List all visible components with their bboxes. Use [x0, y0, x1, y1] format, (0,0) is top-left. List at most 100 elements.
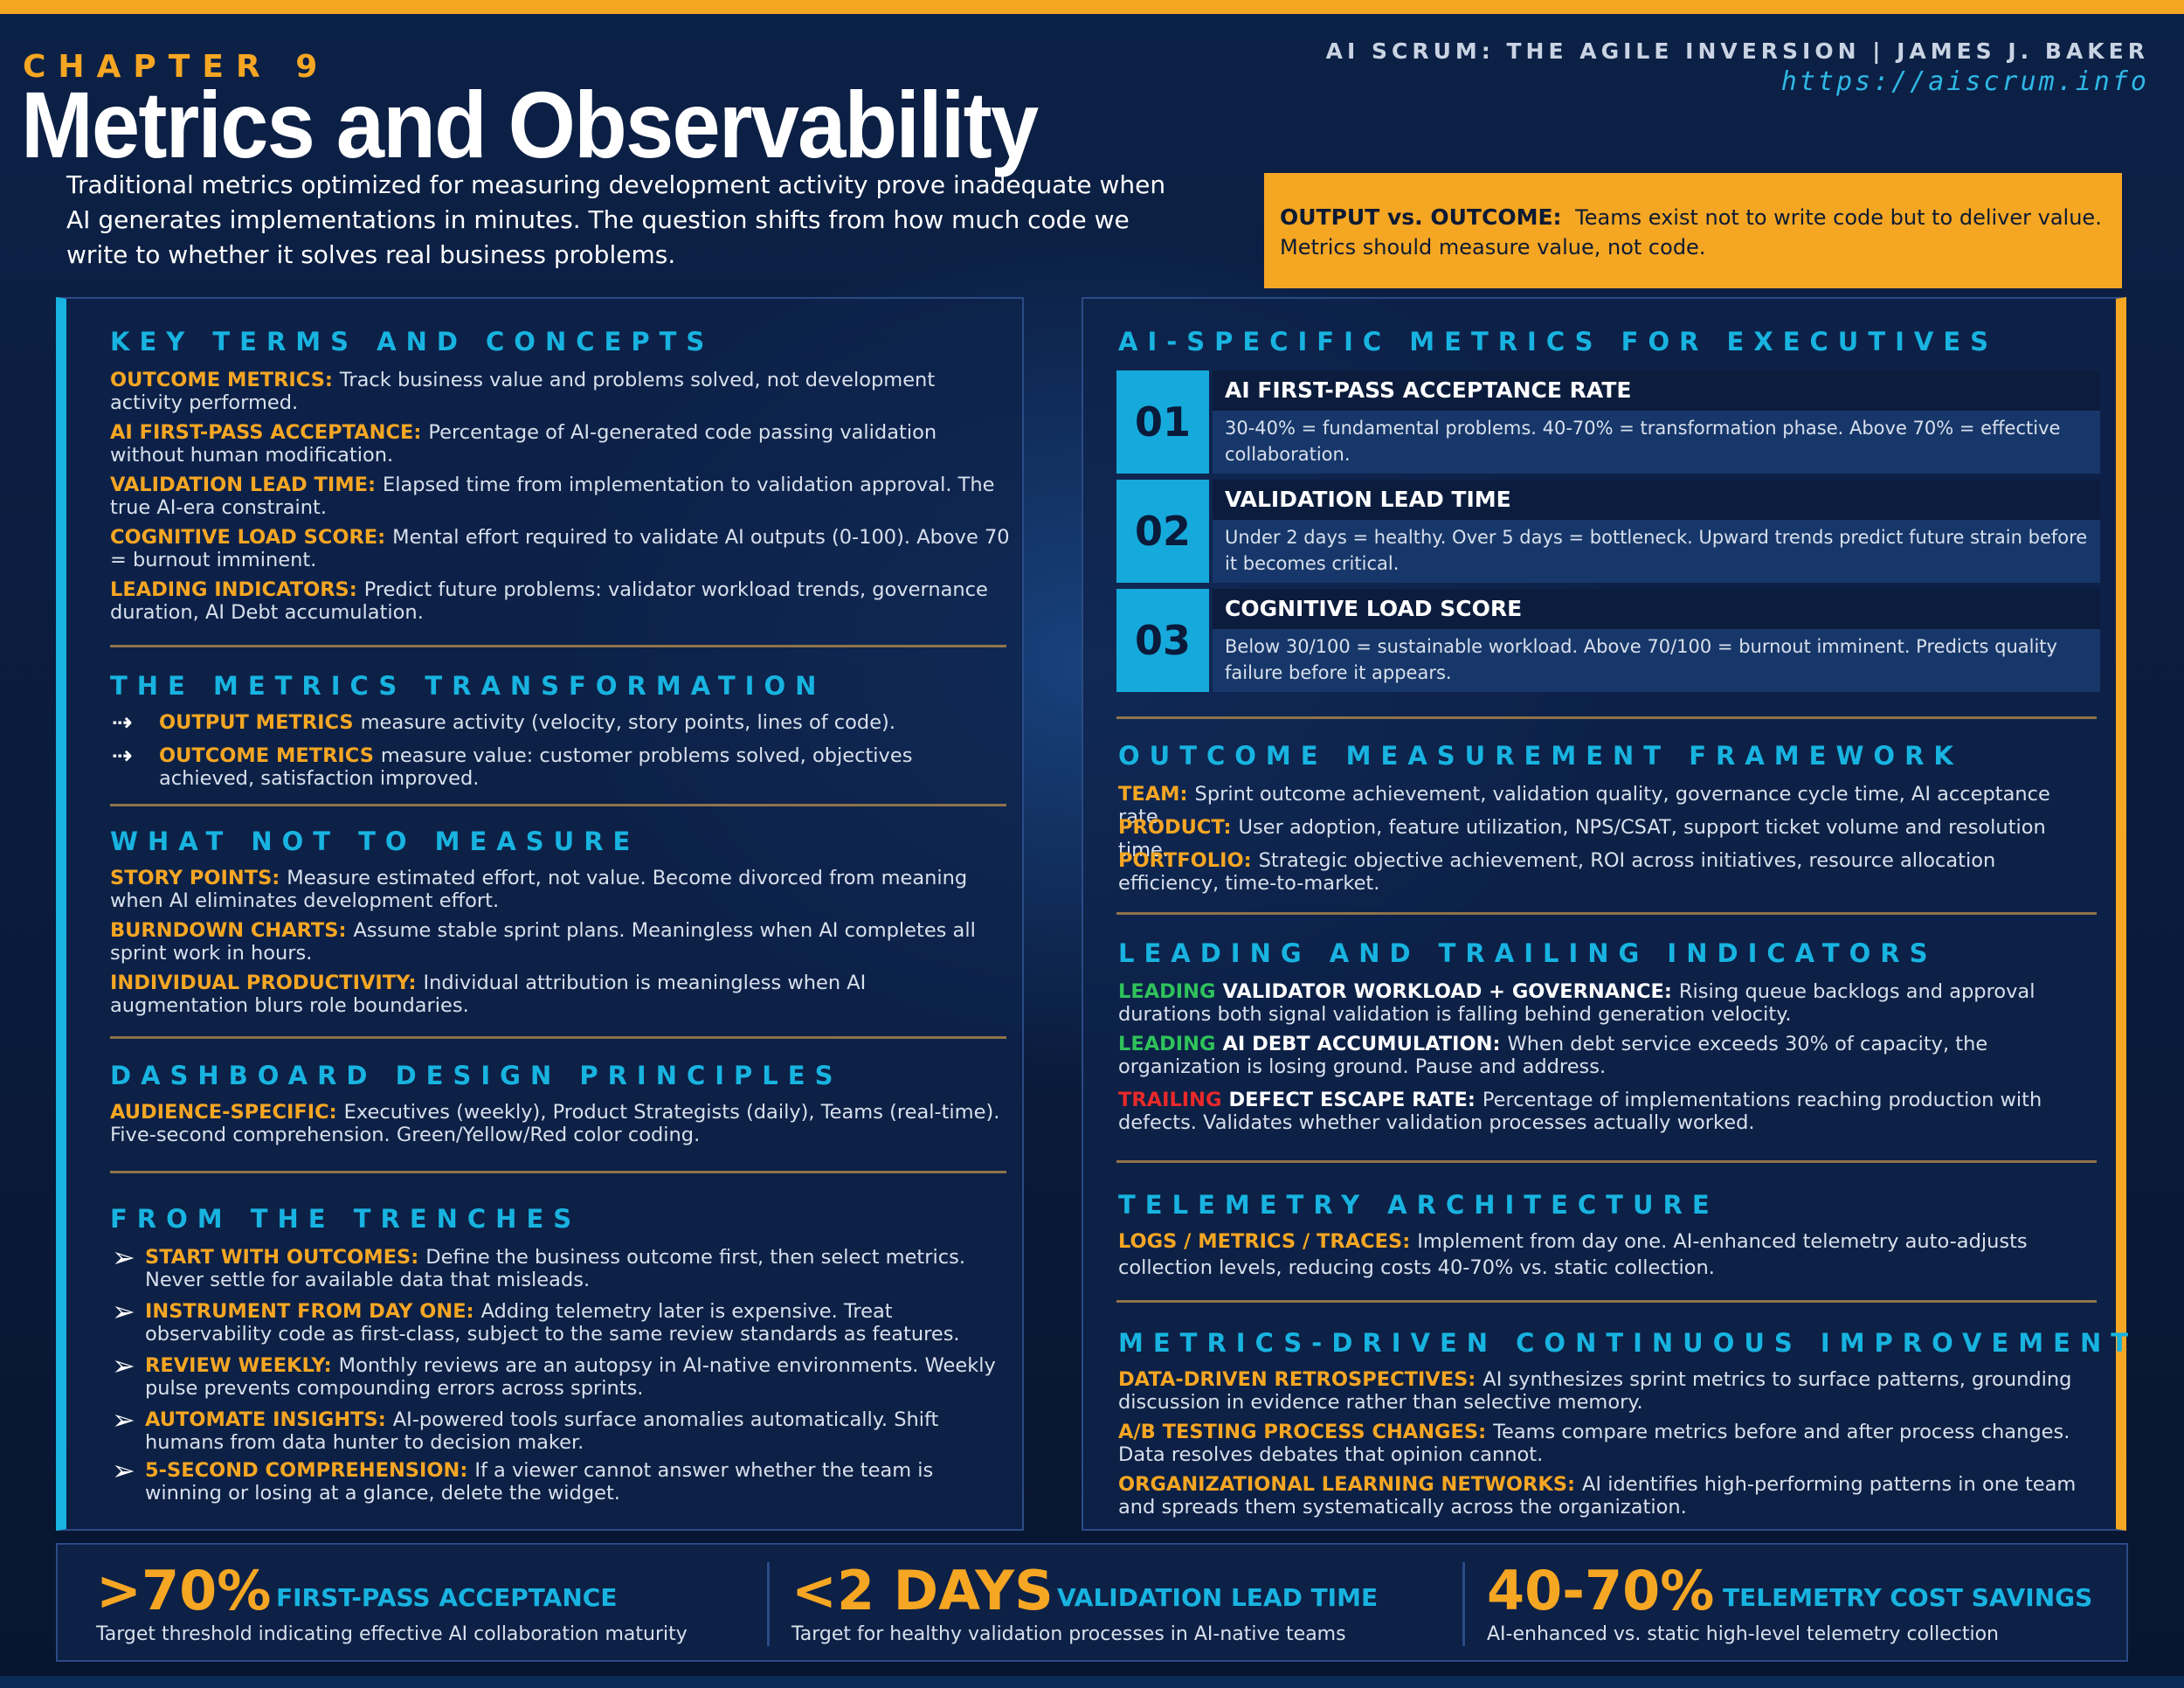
stat-lead-time: <2 DAYS VALIDATION LEAD TIME Target for …	[791, 1545, 1438, 1664]
transformation-item: OUTCOME METRICS measure value: customer p…	[159, 744, 1010, 790]
framework-item: PRODUCT: User adoption, feature utilizati…	[1118, 816, 2097, 861]
transformation-label: OUTPUT METRICS	[159, 711, 354, 734]
metric-number: 03	[1116, 589, 1209, 692]
transformation-label: OUTCOME METRICS	[159, 744, 374, 767]
section-title-dashboard: DASHBOARD DESIGN PRINCIPLES	[110, 1061, 843, 1090]
framework-item: PORTFOLIO: Strategic objective achievemen…	[1118, 849, 2097, 895]
trench-tip: START WITH OUTCOMES: Define the business …	[145, 1246, 1010, 1291]
trench-tip: 5-SECOND COMPREHENSION: If a viewer canno…	[145, 1459, 1010, 1505]
section-title-transformation: THE METRICS TRANSFORMATION	[110, 671, 826, 701]
chevron-right-icon: ➢	[112, 1241, 135, 1274]
not-measure-label: STORY POINTS:	[110, 867, 280, 889]
transformation-desc: measure activity (velocity, story points…	[360, 711, 895, 734]
bottom-accent-bar	[0, 1676, 2184, 1688]
stat-divider	[767, 1562, 770, 1646]
trench-tip-desc: Monthly reviews are an autopsy in AI-nat…	[145, 1354, 996, 1400]
leading-tag: LEADING	[1118, 980, 1216, 1003]
key-term-desc: Elapsed time from implementation to vali…	[110, 474, 995, 519]
key-term-label: LEADING INDICATORS:	[110, 578, 357, 601]
indicator-item: TRAILING DEFECT ESCAPE RATE: Percentage of…	[1118, 1089, 2097, 1134]
callout-label: OUTPUT vs. OUTCOME:	[1280, 204, 1562, 230]
trench-tip-label: REVIEW WEEKLY:	[145, 1354, 332, 1377]
page-title: Metrics and Observability	[21, 72, 1039, 177]
stat-subtitle: Target threshold indicating effective AI…	[96, 1623, 688, 1645]
framework-desc: Sprint outcome achievement, validation q…	[1118, 783, 2050, 828]
not-measure-item: BURNDOWN CHARTS: Assume stable sprint pla…	[110, 919, 1010, 965]
metric-heading: COGNITIVE LOAD SCORE	[1213, 589, 2100, 629]
stat-value: >70%	[96, 1559, 272, 1622]
output-vs-outcome-callout: OUTPUT vs. OUTCOME: Teams exist not to w…	[1264, 173, 2122, 288]
stat-label: TELEMETRY COST SAVINGS	[1723, 1583, 2093, 1612]
framework-desc: User adoption, feature utilization, NPS/…	[1118, 816, 2046, 861]
dashboard-desc: Executives (weekly), Product Strategists…	[110, 1101, 1000, 1146]
stat-subtitle: Target for healthy validation processes …	[791, 1623, 1346, 1645]
dashboard-item: AUDIENCE-SPECIFIC: Executives (weekly), P…	[110, 1101, 1010, 1146]
section-title-improvement: METRICS-DRIVEN CONTINUOUS IMPROVEMENT	[1118, 1328, 2138, 1358]
dashed-arrow-icon: ⇢	[112, 708, 133, 737]
not-measure-desc: Individual attribution is meaningless wh…	[110, 972, 867, 1017]
dashboard-label: AUDIENCE-SPECIFIC:	[110, 1101, 337, 1124]
chevron-right-icon: ➢	[112, 1403, 135, 1436]
trench-tip-label: AUTOMATE INSIGHTS:	[145, 1408, 386, 1431]
trench-tip-label: 5-SECOND COMPREHENSION:	[145, 1459, 468, 1482]
improvement-item: A/B TESTING PROCESS CHANGES: Teams compar…	[1118, 1421, 2097, 1466]
not-measure-desc: Assume stable sprint plans. Meaningless …	[110, 919, 976, 965]
indicator-label: AI DEBT ACCUMULATION:	[1222, 1033, 1501, 1055]
website-link[interactable]: https://aiscrum.info	[1780, 66, 2149, 97]
top-accent-bar	[0, 0, 2184, 14]
trench-tip-desc: Define the business outcome first, then …	[145, 1246, 965, 1291]
improvement-item: ORGANIZATIONAL LEARNING NETWORKS: AI iden…	[1118, 1473, 2097, 1519]
trench-tip-desc: If a viewer cannot answer whether the te…	[145, 1459, 934, 1505]
stat-label: VALIDATION LEAD TIME	[1057, 1583, 1379, 1612]
stat-telemetry: 40-70% TELEMETRY COST SAVINGS AI-enhance…	[1487, 1545, 2116, 1664]
exec-metric-card: 01 AI FIRST-PASS ACCEPTANCE RATE 30-40% …	[1116, 370, 2100, 474]
section-title-outcome-framework: OUTCOME MEASUREMENT FRAMEWORK	[1118, 741, 1963, 771]
key-term-item: COGNITIVE LOAD SCORE: Mental effort requi…	[110, 526, 1010, 571]
trench-tip-label: INSTRUMENT FROM DAY ONE:	[145, 1300, 474, 1323]
improvement-label: ORGANIZATIONAL LEARNING NETWORKS:	[1118, 1473, 1576, 1496]
key-term-label: COGNITIVE LOAD SCORE:	[110, 526, 386, 549]
improvement-desc: Teams compare metrics before and after p…	[1118, 1421, 2070, 1466]
left-panel	[56, 297, 1024, 1531]
not-measure-item: STORY POINTS: Measure estimated effort, n…	[110, 867, 1010, 912]
section-title-not-measure: WHAT NOT TO MEASURE	[110, 827, 640, 856]
not-measure-label: BURNDOWN CHARTS:	[110, 919, 347, 942]
chevron-right-icon: ➢	[112, 1454, 135, 1487]
key-term-label: OUTCOME METRICS:	[110, 369, 333, 391]
indicator-label: DEFECT ESCAPE RATE:	[1228, 1089, 1476, 1111]
trench-tip-label: START WITH OUTCOMES:	[145, 1246, 419, 1269]
key-term-label: VALIDATION LEAD TIME:	[110, 474, 376, 496]
stat-subtitle: AI-enhanced vs. static high-level teleme…	[1487, 1623, 1999, 1645]
stat-value: 40-70%	[1487, 1559, 1715, 1622]
telemetry-label: LOGS / METRICS / TRACES:	[1118, 1230, 1411, 1253]
key-term-item: VALIDATION LEAD TIME: Elapsed time from i…	[110, 474, 1010, 519]
section-divider	[110, 1036, 1006, 1039]
callout-text: Teams exist not to write code but to del…	[1280, 205, 2102, 259]
intro-paragraph: Traditional metrics optimized for measur…	[66, 170, 1166, 269]
key-term-desc: Predict future problems: validator workl…	[110, 578, 988, 624]
section-divider	[1116, 716, 2097, 719]
metric-number: 01	[1116, 370, 1209, 474]
trench-tip-desc: Adding telemetry later is expensive. Tre…	[145, 1300, 960, 1346]
indicator-desc: Rising queue backlogs and approval durat…	[1118, 980, 2035, 1026]
metric-heading: VALIDATION LEAD TIME	[1213, 480, 2100, 520]
indicator-label: VALIDATOR WORKLOAD + GOVERNANCE:	[1222, 980, 1672, 1003]
stat-divider	[1462, 1562, 1465, 1646]
stat-value: <2 DAYS	[791, 1559, 1054, 1622]
key-term-item: OUTCOME METRICS: Track business value and…	[110, 369, 1010, 414]
transformation-desc: measure value: customer problems solved,…	[159, 744, 913, 790]
section-title-exec-metrics: AI-SPECIFIC METRICS FOR EXECUTIVES	[1118, 327, 1999, 356]
metric-description: Under 2 days = healthy. Over 5 days = bo…	[1213, 520, 2100, 583]
indicator-item: LEADING AI DEBT ACCUMULATION: When debt se…	[1118, 1033, 2097, 1078]
key-term-desc: Percentage of AI-generated code passing …	[110, 421, 937, 467]
improvement-item: DATA-DRIVEN RETROSPECTIVES: AI synthesize…	[1118, 1368, 2097, 1414]
key-term-desc: Track business value and problems solved…	[110, 369, 936, 414]
section-divider	[110, 1171, 1006, 1173]
trailing-tag: TRAILING	[1118, 1089, 1222, 1111]
chevron-right-icon: ➢	[112, 1349, 135, 1382]
framework-label: PRODUCT:	[1118, 816, 1232, 839]
key-term-label: AI FIRST-PASS ACCEPTANCE:	[110, 421, 422, 444]
key-term-item: AI FIRST-PASS ACCEPTANCE: Percentage of A…	[110, 421, 1010, 467]
stats-band: >70% FIRST-PASS ACCEPTANCE Target thresh…	[56, 1543, 2128, 1662]
telemetry-desc: Implement from day one. AI-enhanced tele…	[1118, 1230, 2028, 1279]
